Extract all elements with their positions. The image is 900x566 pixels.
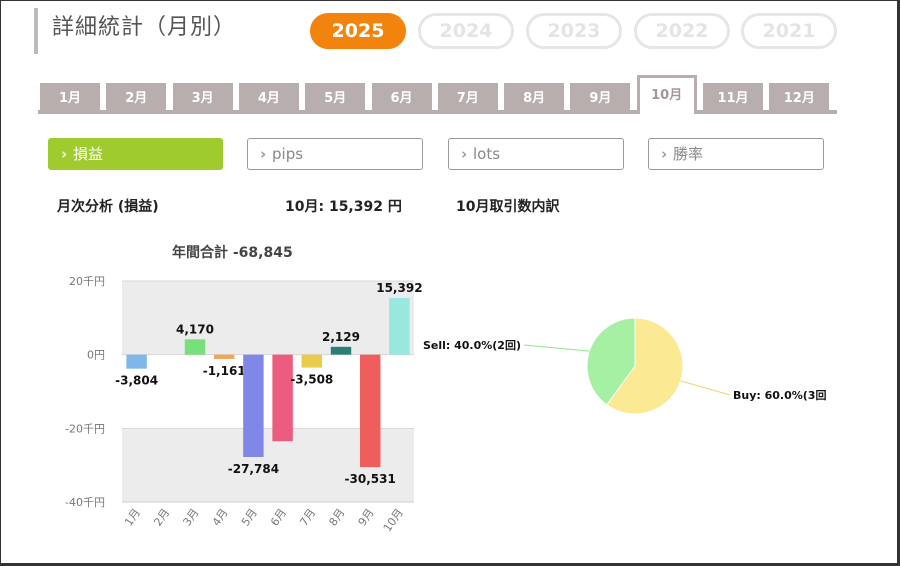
y-tick-label: -40千円 [65, 496, 105, 509]
bar-9[interactable] [359, 354, 381, 468]
month-tab-3[interactable]: 3月 [172, 83, 233, 112]
month-tab-9[interactable]: 9月 [570, 83, 631, 112]
metric-tab-pips[interactable]: › pips [247, 138, 423, 170]
month-summary: 10月: 15,392 円 [285, 199, 402, 215]
month-tab-12[interactable]: 12月 [769, 83, 830, 112]
year-tab-2023[interactable]: 2023 [526, 13, 622, 49]
y-tick-label: 20千円 [69, 275, 105, 288]
y-tick-label: 0円 [87, 349, 105, 362]
page-title: 詳細統計（月別） [52, 15, 237, 40]
title-bar: 詳細統計（月別） [34, 8, 236, 54]
bar-value-label: 4,170 [176, 322, 214, 336]
year-tab-2021[interactable]: 2021 [741, 13, 837, 49]
metric-tab-label: lots [473, 145, 501, 163]
analysis-title: 月次分析 (損益) [57, 199, 159, 215]
chevron-right-icon: › [661, 145, 668, 163]
pie-leader-line [523, 344, 590, 352]
month-tab-2[interactable]: 2月 [106, 83, 167, 112]
bar-value-label: -1,161 [203, 364, 246, 378]
chevron-right-icon: › [260, 145, 267, 163]
pie-label-buy: Buy: 60.0%(3回 [733, 388, 826, 402]
pie-slice-sell[interactable] [586, 317, 636, 406]
year-tab-2025[interactable]: 2025 [310, 13, 406, 49]
bar-value-label: -3,508 [290, 373, 333, 387]
pie-label-sell: Sell: 40.0%(2回) [423, 338, 521, 352]
bar-7[interactable] [301, 354, 323, 368]
bar-10[interactable] [389, 297, 410, 355]
bar-4[interactable] [213, 354, 235, 359]
month-tab-8[interactable]: 8月 [504, 83, 565, 112]
month-tab-6[interactable]: 6月 [371, 83, 432, 112]
month-tab-10[interactable]: 10月 [636, 75, 697, 114]
bar-value-label: -27,784 [228, 462, 279, 476]
month-tab-11[interactable]: 11月 [703, 83, 763, 112]
year-tab-2024[interactable]: 2024 [418, 13, 514, 49]
bar-1[interactable] [126, 354, 147, 369]
chevron-right-icon: › [61, 145, 68, 163]
breakdown-title: 10月取引数内訳 [456, 199, 560, 215]
chevron-right-icon: › [461, 145, 468, 163]
month-tab-7[interactable]: 7月 [437, 83, 498, 112]
bar-value-label: 2,129 [322, 330, 360, 344]
metric-tab-win-rate[interactable]: › 勝率 [648, 138, 824, 170]
annual-total: 年間合計 -68,845 [172, 245, 293, 261]
metric-tab-label: 勝率 [673, 145, 704, 163]
bar-value-label: 15,392 [376, 281, 422, 295]
metric-tab-label: pips [272, 145, 304, 163]
bar-3[interactable] [184, 339, 206, 355]
metric-tab-lots[interactable]: › lots [448, 138, 624, 170]
metric-tab-profit[interactable]: › 損益 [48, 138, 223, 170]
bar-8[interactable] [330, 346, 352, 355]
bar-6[interactable] [272, 354, 293, 442]
month-tab-5[interactable]: 5月 [305, 83, 366, 112]
metric-tab-label: 損益 [73, 145, 104, 163]
year-tab-2022[interactable]: 2022 [634, 13, 730, 49]
bar-value-label: -30,531 [345, 472, 396, 486]
bar-value-label: -3,804 [115, 374, 158, 388]
month-tab-1[interactable]: 1月 [40, 83, 100, 112]
pie-slice-buy[interactable] [606, 317, 684, 415]
grid-band [122, 281, 414, 355]
y-tick-label: -20千円 [65, 422, 105, 435]
pie-leader-line [680, 380, 731, 396]
bar-5[interactable] [243, 354, 264, 458]
month-tab-baseline [38, 110, 837, 114]
month-tab-4[interactable]: 4月 [238, 83, 299, 112]
